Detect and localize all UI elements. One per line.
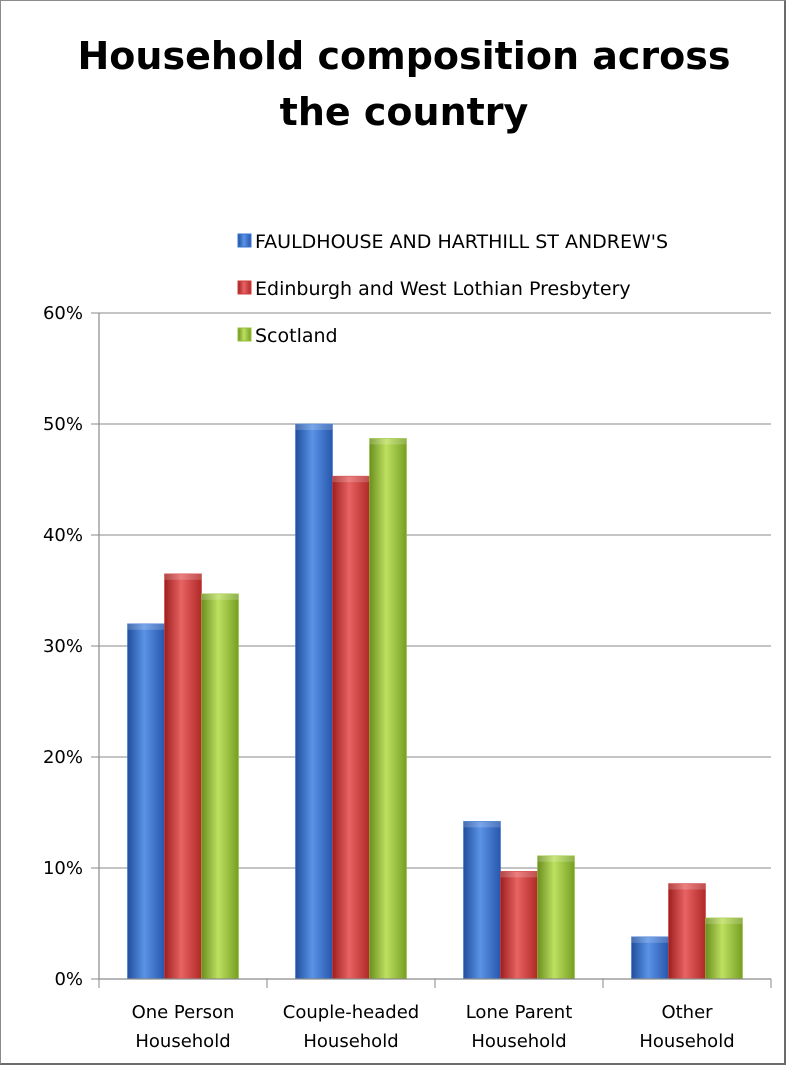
bar-2-0 [201, 593, 239, 980]
x-tick-label-1-line-1: Household [303, 1031, 398, 1052]
y-tick-label-3: 30% [43, 636, 83, 657]
y-tick-label-1: 10% [43, 858, 83, 879]
legend-swatch-2 [237, 327, 252, 342]
bar-cap-1-0 [164, 573, 202, 580]
bar-0-0 [127, 623, 165, 980]
bar-cap-2-1 [369, 438, 407, 445]
x-tick-label-3-line-0: Other [661, 1002, 713, 1023]
bar-cap-0-1 [295, 424, 333, 430]
bar-1-2 [500, 871, 538, 980]
bar-cap-1-1 [332, 476, 370, 483]
y-tick-label-5: 50% [43, 414, 83, 435]
bar-1-1 [332, 475, 370, 980]
chart-title: Household composition across the country [78, 34, 731, 134]
bar-1-0 [164, 573, 202, 980]
bar-cap-0-3 [631, 936, 669, 943]
bar-cap-0-0 [127, 623, 165, 630]
x-tick-label-2-line-1: Household [471, 1031, 566, 1052]
bar-2-1 [369, 438, 407, 980]
bars [127, 423, 743, 980]
bar-cap-2-3 [705, 917, 743, 924]
x-tick-label-3-line-1: Household [639, 1031, 734, 1052]
x-tick-label-1-line-0: Couple-headed [283, 1002, 419, 1023]
bar-cap-2-2 [537, 855, 575, 862]
x-tick-label-2-line-0: Lone Parent [466, 1002, 573, 1023]
bar-2-3 [705, 917, 743, 980]
y-tick-label-2: 20% [43, 747, 83, 768]
legend-swatch-0 [237, 233, 252, 248]
bar-0-1 [295, 423, 333, 980]
legend-swatch-1 [237, 280, 252, 295]
legend-label-1: Edinburgh and West Lothian Presbytery [255, 278, 631, 300]
legend-label-0: FAULDHOUSE AND HARTHILL ST ANDREW'S [255, 231, 668, 253]
bar-0-2 [463, 821, 501, 980]
y-tick-label-6: 60% [43, 303, 83, 324]
legend-label-2: Scotland [255, 325, 338, 347]
y-tick-label-4: 40% [43, 525, 83, 546]
bar-cap-1-3 [668, 883, 706, 890]
bar-2-2 [537, 855, 575, 980]
chart-title-line-2: the country [280, 90, 529, 134]
x-tick-label-0-line-0: One Person [132, 1002, 235, 1023]
y-tick-label-0: 0% [54, 969, 83, 990]
bar-cap-1-2 [500, 871, 538, 878]
x-tick-label-0-line-1: Household [135, 1031, 230, 1052]
bar-1-3 [668, 883, 706, 980]
bar-cap-2-0 [201, 593, 239, 600]
bar-0-3 [631, 936, 669, 980]
legend: FAULDHOUSE AND HARTHILL ST ANDREW'S Edinb… [237, 231, 668, 347]
bar-cap-0-2 [463, 821, 501, 828]
axes: 0% 10% 20% 30% 40% 50% 60% One Person Household C… [43, 303, 772, 1052]
chart-title-line-1: Household composition across [78, 34, 731, 78]
